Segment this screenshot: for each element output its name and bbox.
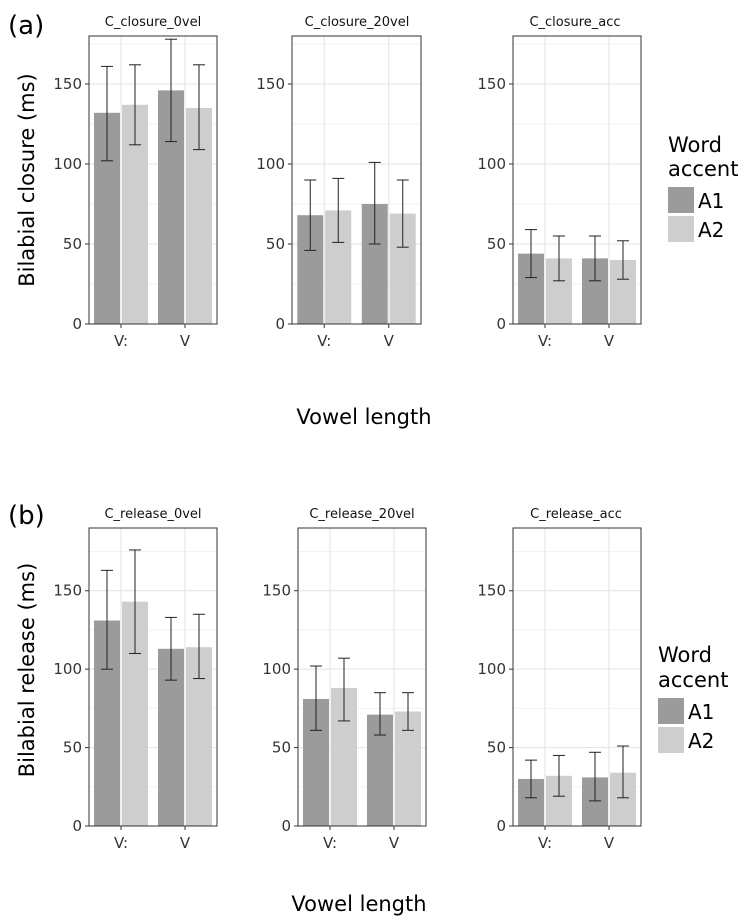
x-axis-a-2: V: V [317, 324, 395, 350]
y-tick-label: 150 [53, 75, 82, 93]
y-axis-label-b: Bilabial release (ms) [15, 563, 39, 778]
chart-a: (a) Bilabial closure (ms) Vowel length C… [8, 11, 738, 429]
plot-frame-b-3 [512, 527, 642, 827]
y-tick-label: 50 [266, 235, 285, 253]
facet-a-1: C_closure_0vel 0 50 100 150 V: V [53, 15, 218, 350]
x-tick-label: V [180, 332, 191, 350]
plot-frame-b-1 [88, 527, 218, 827]
y-axis-a-1: 0 50 100 150 [53, 75, 89, 333]
legend-label-a1-a: A1 [698, 189, 724, 213]
y-tick-label: 100 [256, 155, 285, 173]
x-axis-b-3: V: V [538, 826, 615, 852]
y-tick-label: 50 [63, 235, 82, 253]
facet-title-b-2: C_release_20vel [309, 507, 414, 522]
legend-b: Word accent A1 A2 [658, 643, 728, 753]
x-tick-label: V [389, 834, 400, 852]
bars-b-3 [518, 745, 636, 826]
y-tick-label: 150 [262, 582, 291, 600]
y-axis-b-2: 0 50 100 150 [262, 582, 298, 835]
facet-b-3: C_release_acc 0 50 100 150 V: V [477, 507, 642, 852]
x-axis-b-2: V: V [323, 826, 400, 852]
facet-title-b-3: C_release_acc [530, 507, 622, 522]
y-tick-label: 50 [272, 739, 291, 757]
y-tick-label: 100 [477, 660, 506, 678]
x-tick-label: V: [114, 834, 128, 852]
y-tick-label: 100 [53, 155, 82, 173]
y-tick-label: 0 [275, 315, 285, 333]
y-tick-label: 150 [256, 75, 285, 93]
x-tick-label: V [604, 332, 615, 350]
facet-title-b-1: C_release_0vel [104, 507, 201, 522]
x-tick-label: V [180, 834, 191, 852]
x-tick-label: V: [317, 332, 331, 350]
panel-label-b: (b) [8, 501, 45, 531]
plot-frame-a-2 [291, 35, 422, 325]
legend-swatch-a1-a [668, 187, 694, 213]
x-tick-label: V [604, 834, 615, 852]
facet-title-a-3: C_closure_acc [529, 15, 620, 30]
legend-swatch-a1-b [658, 698, 684, 724]
legend-swatch-a2-a [668, 216, 694, 242]
y-tick-label: 150 [53, 582, 82, 600]
facet-a-3: C_closure_acc 0 50 100 150 V: V [477, 15, 642, 350]
y-tick-label: 150 [477, 75, 506, 93]
facet-title-a-2: C_closure_20vel [305, 15, 410, 30]
y-tick-label: 0 [496, 315, 506, 333]
x-tick-label: V: [114, 332, 128, 350]
legend-label-a1-b: A1 [688, 700, 714, 724]
y-tick-label: 50 [63, 739, 82, 757]
y-axis-a-2: 0 50 100 150 [256, 75, 292, 333]
bars-b-2 [303, 657, 421, 826]
facet-title-a-1: C_closure_0vel [105, 15, 201, 30]
plot-frame-a-1 [88, 35, 218, 325]
legend-title-line2-b: accent [658, 668, 728, 692]
chart-b: (b) Bilabial release (ms) Vowel length C… [8, 501, 728, 916]
legend-label-a2-a: A2 [698, 218, 724, 242]
y-tick-label: 50 [487, 739, 506, 757]
y-axis-a-3: 0 50 100 150 [477, 75, 513, 333]
bars-a-2 [297, 161, 416, 324]
x-axis-a-1: V: V [114, 324, 191, 350]
y-tick-label: 0 [72, 817, 82, 835]
legend-title-line1-a: Word [668, 133, 722, 157]
x-axis-a-3: V: V [538, 324, 615, 350]
y-tick-label: 100 [262, 660, 291, 678]
y-axis-b-3: 0 50 100 150 [477, 582, 513, 835]
legend-label-a2-b: A2 [688, 729, 714, 753]
legend-title-line1-b: Word [658, 643, 712, 667]
x-tick-label: V: [538, 332, 552, 350]
bars-a-3 [518, 229, 636, 324]
y-tick-label: 150 [477, 582, 506, 600]
x-axis-label-b: Vowel length [291, 892, 426, 916]
y-tick-label: 0 [496, 817, 506, 835]
facet-b-2: C_release_20vel 0 50 100 150 V: V [262, 507, 427, 852]
y-tick-label: 50 [487, 235, 506, 253]
bars-a-1 [94, 38, 212, 325]
y-axis-label-a: Bilabial closure (ms) [15, 73, 39, 287]
facet-b-1: C_release_0vel 0 50 100 150 V: V [53, 507, 218, 852]
legend-swatch-a2-b [658, 727, 684, 753]
x-axis-label-a: Vowel length [296, 405, 431, 429]
legend-title-line2-a: accent [668, 157, 738, 181]
plot-frame-b-2 [297, 527, 427, 827]
panel-label-a: (a) [8, 11, 44, 41]
plot-frame-a-3 [512, 35, 642, 325]
x-tick-label: V [384, 332, 395, 350]
bars-b-1 [94, 549, 212, 826]
y-tick-label: 100 [53, 660, 82, 678]
x-tick-label: V: [538, 834, 552, 852]
y-tick-label: 0 [72, 315, 82, 333]
legend-a: Word accent A1 A2 [668, 133, 738, 242]
facet-a-2: C_closure_20vel 0 50 100 150 V: V [256, 15, 422, 350]
y-tick-label: 0 [281, 817, 291, 835]
y-tick-label: 100 [477, 155, 506, 173]
x-axis-b-1: V: V [114, 826, 191, 852]
x-tick-label: V: [323, 834, 337, 852]
y-axis-b-1: 0 50 100 150 [53, 582, 89, 835]
gridlines-b-3 [513, 528, 641, 827]
